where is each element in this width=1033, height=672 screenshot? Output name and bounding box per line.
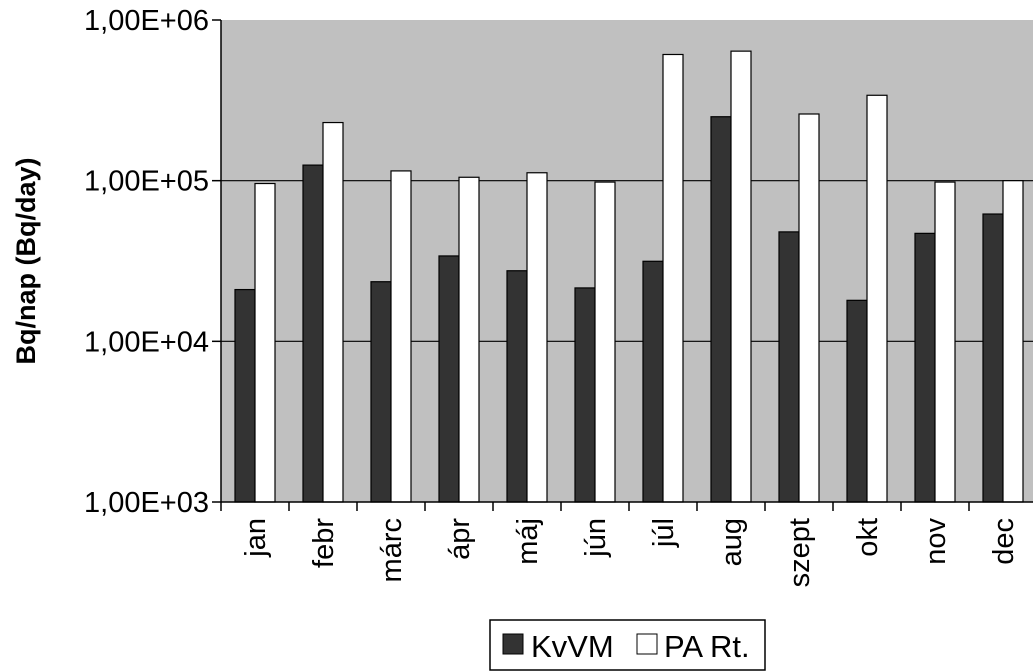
legend-swatch-kvvm	[502, 633, 524, 655]
x-tick-label: ápr	[444, 518, 476, 560]
bar-pa-rt-aug	[730, 50, 752, 503]
x-tick-label: okt	[852, 518, 884, 557]
bar-pa-rt-dec	[1002, 180, 1024, 503]
y-tick-labels: 1,00E+03 1,00E+04 1,00E+05 1,00E+06	[84, 5, 221, 519]
plot-area	[221, 20, 1033, 502]
x-tick-labels: jan febr márc ápr máj jún júl aug szept okt nov dec	[220, 502, 1020, 587]
bar-kvvm-máj	[506, 270, 528, 503]
y-axis-title: Bq/nap (Bq/day)	[11, 158, 41, 365]
x-tick-label: aug	[716, 518, 748, 566]
bar-kvvm-okt	[846, 299, 868, 503]
bar-pa-rt-okt	[866, 94, 888, 503]
bar-kvvm-júl	[642, 260, 664, 503]
bar-pa-rt-febr	[322, 121, 344, 503]
bar-kvvm-jún	[574, 287, 596, 503]
y-tick-label: 1,00E+05	[84, 166, 209, 198]
bar-pa-rt-máj	[526, 172, 548, 503]
x-tick-label: jún	[580, 518, 612, 558]
bar-kvvm-ápr	[438, 255, 460, 503]
bar-pa-rt-szept	[798, 113, 820, 503]
legend-swatch-pa-rt	[636, 633, 658, 655]
bar-pa-rt-jan	[254, 182, 276, 503]
x-tick-label: jan	[240, 518, 272, 558]
bar-kvvm-aug	[710, 116, 732, 503]
bar-kvvm-nov	[914, 232, 936, 503]
x-tick-label: szept	[784, 518, 816, 587]
x-tick-label: júl	[648, 518, 680, 548]
bar-pa-rt-júl	[662, 53, 684, 503]
bar-kvvm-szept	[778, 231, 800, 503]
bar-kvvm-dec	[982, 213, 1004, 503]
x-tick-label: máj	[512, 518, 544, 565]
bar-kvvm-febr	[302, 164, 324, 503]
y-tick-label: 1,00E+03	[84, 487, 209, 519]
bar-pa-rt-nov	[934, 181, 956, 503]
legend-label-pa-rt: PA Rt.	[664, 629, 750, 664]
bar-pa-rt-márc	[390, 170, 412, 503]
y-tick-label: 1,00E+04	[84, 326, 209, 358]
x-tick-label: nov	[920, 518, 952, 565]
legend-box	[489, 619, 766, 671]
x-tick-label: febr	[308, 518, 340, 568]
x-tick-label: márc	[376, 518, 408, 582]
y-tick-label: 1,00E+06	[84, 5, 209, 37]
bar-kvvm-jan	[234, 288, 256, 503]
legend: KvVM PA Rt.	[489, 619, 766, 671]
bar-pa-rt-jún	[594, 181, 616, 503]
gridlines	[221, 180, 1033, 342]
legend-label-kvvm: KvVM	[531, 629, 614, 664]
bar-pa-rt-ápr	[458, 176, 480, 503]
bar-kvvm-márc	[370, 281, 392, 503]
x-tick-label: dec	[988, 518, 1020, 565]
